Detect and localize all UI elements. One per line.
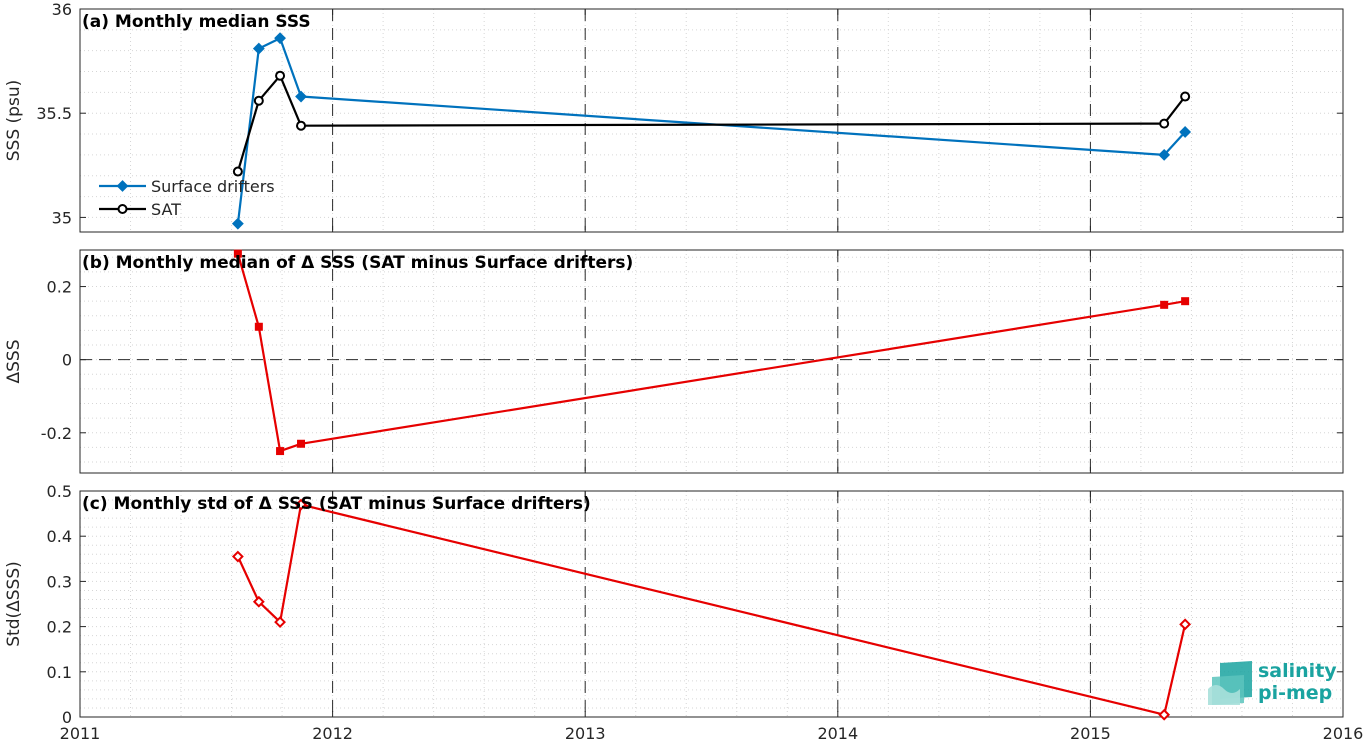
y-tick-label: 0.5 [47,482,72,501]
data-point [1159,118,1170,129]
logo-waves-icon [1208,661,1252,705]
data-point [1181,297,1190,306]
y-axis-label: SSS (psu) [4,80,24,161]
panel-title: (c) Monthly std of Δ SSS (SAT minus Surf… [82,494,591,514]
data-point [254,322,263,331]
panel-b: -0.2 0 0.2 ΔSSS (b) Monthly median of Δ SSS … [4,249,1344,474]
series-line [236,74,1186,172]
y-tick-label: 35 [52,208,72,227]
panel-c: 0 0.1 0.2 0.3 0.4 0.5 2011 2012 2013 2014 2015 2016… [4,482,1363,743]
logo-line2: pi-mep [1258,682,1332,704]
data-point [232,166,243,177]
axes-box [79,249,1344,474]
data-point [1180,91,1191,102]
x-tick-label: 2014 [817,724,858,743]
axes-box [79,8,1344,233]
series-delta-c [231,498,1192,721]
data-point [296,120,307,131]
panels: 35 35.5 36 SSS (psu) (a) Monthly median SSS S… [4,0,1363,743]
data-point [252,42,265,55]
panel-a: 35 35.5 36 SSS (psu) (a) Monthly median SSS S… [4,0,1344,233]
y-tick-label: 0.2 [47,278,72,297]
y-axis-label: ΔSSS [4,339,24,383]
logo-line1: salinity [1258,660,1337,682]
legend-label: SAT [151,200,181,219]
series-line [236,37,1186,224]
data-point [295,90,307,103]
x-tick-label: 2015 [1070,724,1111,743]
salinity-pi-mep-logo: salinity pi-mep [1208,660,1337,705]
x-tick-label: 2012 [312,724,353,743]
y-tick-label: 0.3 [47,572,72,591]
data-point [253,95,264,106]
data-point [275,70,286,81]
series-sat [232,70,1191,177]
data-point [1179,618,1192,631]
data-point [231,550,244,563]
x-tick-label: 2016 [1323,724,1364,743]
series-line [236,503,1187,716]
y-tick-label: 0.1 [47,663,72,682]
series-surface-drifters [231,32,1192,230]
data-point [252,595,265,608]
data-point [1158,708,1171,721]
data-point [276,447,285,456]
data-point [274,616,286,628]
legend-swatch-marker [116,180,129,192]
data-point [1179,126,1192,138]
data-point [1160,300,1169,309]
y-tick-label: -0.2 [41,424,72,443]
data-point [231,217,244,230]
data-point [297,439,306,448]
data-point [1158,148,1171,161]
data-point [295,498,307,511]
y-axis-label: Std(ΔSSS) [4,561,24,647]
y-tick-label: 35.5 [36,104,72,123]
axes-box [79,490,1344,718]
y-tick-label: 0.4 [47,527,72,546]
y-tick-label: 36 [52,0,72,19]
legend: Surface drifters SAT [99,177,275,219]
panel-title: (a) Monthly median SSS [82,12,311,32]
series-delta-b [233,249,1190,456]
data-point [233,249,242,258]
y-tick-label: 0 [62,351,72,370]
y-tick-label: 0.2 [47,618,72,637]
y-tick-label: 0 [62,708,72,727]
data-point [274,32,286,45]
x-tick-label: 2013 [565,724,606,743]
legend-swatch-marker [117,204,128,214]
x-tick-label: 2011 [60,724,101,743]
panel-title: (b) Monthly median of Δ SSS (SAT minus S… [82,253,633,273]
series-line [236,253,1186,453]
legend-label: Surface drifters [151,177,275,196]
